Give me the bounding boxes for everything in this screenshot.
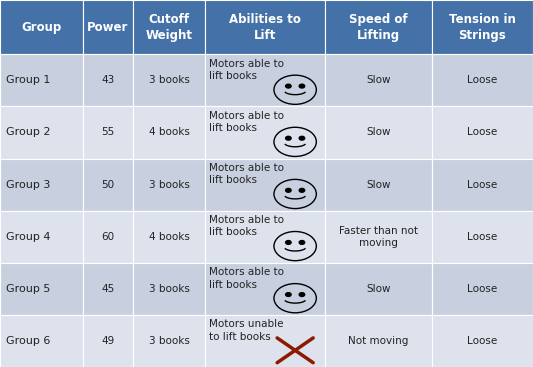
FancyBboxPatch shape [205,263,325,315]
Text: Slow: Slow [366,75,391,86]
FancyBboxPatch shape [0,159,83,211]
Text: Group 1: Group 1 [6,75,51,86]
FancyBboxPatch shape [205,0,325,54]
Text: Slow: Slow [366,179,391,190]
FancyBboxPatch shape [325,315,432,367]
FancyBboxPatch shape [325,211,432,263]
Text: Faster than not
moving: Faster than not moving [339,225,418,248]
FancyBboxPatch shape [0,211,83,263]
Circle shape [286,188,291,192]
Text: Loose: Loose [467,127,497,138]
FancyBboxPatch shape [325,106,432,159]
Text: 4 books: 4 books [149,127,190,138]
FancyBboxPatch shape [83,211,133,263]
Text: 55: 55 [101,127,115,138]
Text: 3 books: 3 books [149,284,190,294]
Text: Tension in
Strings: Tension in Strings [449,12,516,42]
Text: Group 6: Group 6 [6,336,51,346]
FancyBboxPatch shape [432,211,533,263]
Text: Loose: Loose [467,179,497,190]
FancyBboxPatch shape [205,211,325,263]
FancyBboxPatch shape [205,159,325,211]
Text: Motors able to
lift books: Motors able to lift books [209,163,285,185]
FancyBboxPatch shape [83,106,133,159]
Text: Loose: Loose [467,75,497,86]
FancyBboxPatch shape [83,159,133,211]
Circle shape [286,240,291,244]
FancyBboxPatch shape [133,54,205,106]
FancyBboxPatch shape [0,106,83,159]
Text: 3 books: 3 books [149,75,190,86]
FancyBboxPatch shape [133,211,205,263]
Text: Group 4: Group 4 [6,232,51,242]
Text: 43: 43 [101,75,115,86]
Text: 50: 50 [101,179,115,190]
FancyBboxPatch shape [432,54,533,106]
Text: 3 books: 3 books [149,179,190,190]
Circle shape [286,136,291,140]
Text: 60: 60 [101,232,115,242]
FancyBboxPatch shape [325,159,432,211]
Circle shape [299,292,305,297]
Text: Not moving: Not moving [348,336,409,346]
Text: 49: 49 [101,336,115,346]
FancyBboxPatch shape [205,54,325,106]
Text: Motors able to
lift books: Motors able to lift books [209,215,285,237]
Text: 45: 45 [101,284,115,294]
Text: Power: Power [87,21,128,34]
Text: Group: Group [21,21,61,34]
Text: Slow: Slow [366,127,391,138]
Text: Group 3: Group 3 [6,179,51,190]
FancyBboxPatch shape [133,315,205,367]
FancyBboxPatch shape [325,0,432,54]
Text: Motors able to
lift books: Motors able to lift books [209,267,285,290]
FancyBboxPatch shape [83,315,133,367]
Text: 3 books: 3 books [149,336,190,346]
Text: Slow: Slow [366,284,391,294]
Circle shape [286,84,291,88]
FancyBboxPatch shape [133,106,205,159]
FancyBboxPatch shape [205,106,325,159]
FancyBboxPatch shape [133,159,205,211]
Text: Group 2: Group 2 [6,127,51,138]
FancyBboxPatch shape [432,263,533,315]
FancyBboxPatch shape [205,315,325,367]
Text: Speed of
Lifting: Speed of Lifting [349,12,408,42]
Text: Loose: Loose [467,336,497,346]
FancyBboxPatch shape [432,159,533,211]
FancyBboxPatch shape [83,54,133,106]
FancyBboxPatch shape [0,54,83,106]
FancyBboxPatch shape [325,263,432,315]
Text: Abilities to
Lift: Abilities to Lift [229,12,301,42]
FancyBboxPatch shape [83,0,133,54]
FancyBboxPatch shape [0,263,83,315]
Text: Loose: Loose [467,232,497,242]
FancyBboxPatch shape [432,315,533,367]
FancyBboxPatch shape [133,0,205,54]
Circle shape [299,136,305,140]
Circle shape [299,188,305,192]
Circle shape [299,84,305,88]
FancyBboxPatch shape [432,0,533,54]
FancyBboxPatch shape [83,263,133,315]
Text: Loose: Loose [467,284,497,294]
FancyBboxPatch shape [133,263,205,315]
Text: Motors able to
lift books: Motors able to lift books [209,111,285,133]
FancyBboxPatch shape [325,54,432,106]
Text: 4 books: 4 books [149,232,190,242]
Text: Cutoff
Weight: Cutoff Weight [146,12,193,42]
FancyBboxPatch shape [0,315,83,367]
Circle shape [299,240,305,244]
Text: Motors unable
to lift books: Motors unable to lift books [209,319,284,342]
Circle shape [286,292,291,297]
FancyBboxPatch shape [432,106,533,159]
Text: Group 5: Group 5 [6,284,51,294]
Text: Motors able to
lift books: Motors able to lift books [209,59,285,81]
FancyBboxPatch shape [0,0,83,54]
